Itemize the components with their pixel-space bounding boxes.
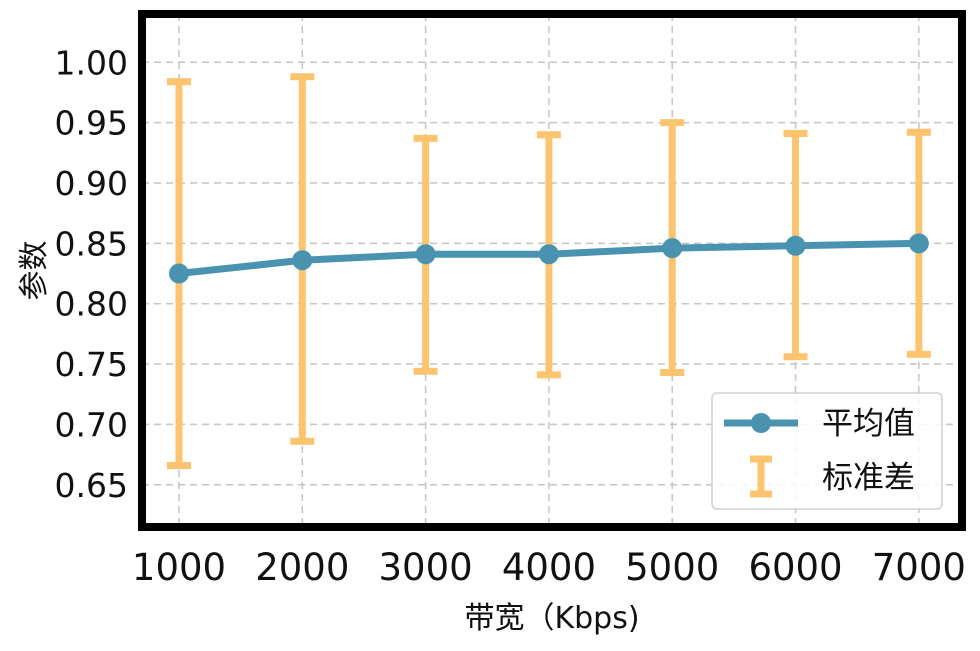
legend-label-mean: 平均值 [822,406,915,442]
x-axis-ticks: 1000 2000 3000 4000 5000 6000 7000 [132,546,966,589]
legend-mean-marker-swatch [751,413,771,433]
x-tick-label: 4000 [502,546,596,589]
mean-point [292,250,313,271]
legend-label-std: 标准差 [822,460,915,496]
mean-point [538,244,559,265]
mean-point [168,263,189,284]
y-tick-label: 0.75 [55,345,128,384]
y-tick-label: 0.65 [55,466,128,505]
plot-frame [138,10,966,531]
y-tick-label: 1.00 [55,43,128,82]
y-axis-label: 参数 [17,241,52,301]
y-tick-label: 0.80 [55,285,128,324]
x-tick-label: 7000 [872,546,966,589]
mean-point [785,235,806,256]
mean-point [908,233,929,254]
x-tick-label: 2000 [255,546,349,589]
mean-series [168,233,929,284]
y-axis-ticks: 0.65 0.70 0.75 0.80 0.85 0.90 0.95 1.00 [55,43,128,504]
mean-point [415,244,436,265]
x-tick-label: 3000 [379,546,473,589]
y-tick-label: 0.95 [55,104,128,143]
x-tick-label: 1000 [132,546,226,589]
mean-point [662,238,683,259]
y-tick-label: 0.85 [55,224,128,263]
x-tick-label: 6000 [748,546,842,589]
y-tick-label: 0.90 [55,164,128,203]
y-tick-label: 0.70 [55,405,128,444]
legend: 平均值 标准差 [711,392,943,510]
legend-errorbar-swatch [750,455,772,498]
x-tick-label: 5000 [625,546,719,589]
x-axis-label: 带宽（Kbps) [464,601,639,636]
